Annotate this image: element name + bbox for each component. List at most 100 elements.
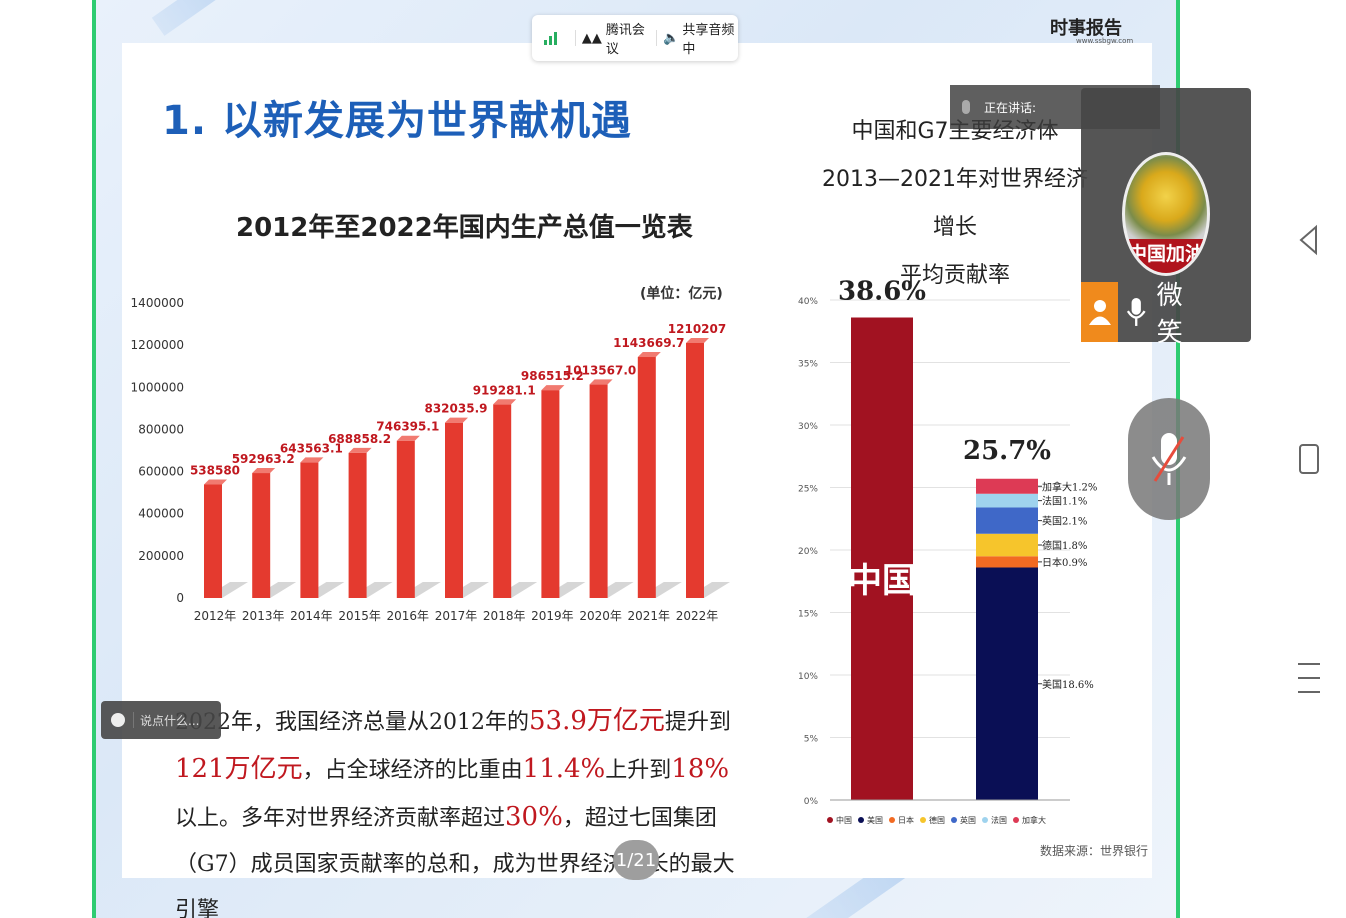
gdp-bar: [541, 390, 560, 598]
divider: [133, 712, 134, 728]
x-tick-label: 2018年: [483, 609, 526, 623]
participant-name: 微笑: [1156, 281, 1183, 348]
legend-swatch: [889, 817, 895, 823]
menu-nav-icon[interactable]: [1296, 660, 1322, 696]
g7-total-label: 25.7%: [963, 436, 1051, 466]
x-tick-label: 2012年: [194, 609, 237, 623]
highlight-value: 53.9万亿元: [528, 706, 665, 736]
legend-label: 中国: [836, 815, 852, 825]
x-tick-label: 2019年: [531, 609, 574, 623]
signal-icon: [544, 31, 557, 45]
bar-top: [204, 479, 227, 485]
gdp-value-label: 688858.2: [328, 432, 391, 446]
x-tick-label: 2014年: [290, 609, 333, 623]
body-text-part: ，占全球经济的比重由: [302, 758, 523, 783]
legend-swatch: [858, 817, 864, 823]
y-tick-label: 800000: [138, 422, 184, 436]
y-tick-label: 15%: [798, 610, 818, 620]
legend-swatch: [982, 817, 988, 823]
legend-swatch: [1013, 817, 1019, 823]
x-tick-label: 2020年: [579, 609, 622, 623]
mic-icon: [1127, 298, 1146, 326]
g7-segment-label: 美国18.6%: [1042, 678, 1094, 691]
gdp-value-label: 538580: [190, 464, 240, 478]
home-nav-icon[interactable]: [1296, 442, 1322, 476]
y-tick-label: 20%: [798, 547, 818, 557]
publisher-logo: 时事报告 www.ssbgw.com: [1050, 14, 1133, 45]
y-tick-label: 10%: [798, 672, 818, 682]
gdp-value-label: 1143669.7: [613, 336, 684, 350]
gdp-value-label: 832035.9: [424, 402, 487, 416]
gdp-value-label: 986515.2: [521, 369, 584, 383]
mic-off-icon: [1151, 433, 1187, 485]
body-text-part: 以上。多年对世界经济贡献率超过: [175, 806, 506, 831]
g7-stack-segment: [976, 507, 1038, 534]
china-bar-text: 中国: [848, 561, 916, 601]
legend-swatch: [827, 817, 833, 823]
speaker-audio-icon: 🔈: [663, 30, 680, 46]
legend-label: 德国: [929, 815, 945, 825]
speaking-label: 正在讲话:: [984, 100, 1037, 115]
slide-body-text: 2022年，我国经济总量从2012年的53.9万亿元提升到 121万亿元，占全球经…: [175, 698, 735, 918]
emoji-icon[interactable]: [111, 713, 125, 727]
g7-stack-segment: [976, 493, 1038, 508]
bar-top: [686, 337, 709, 343]
gdp-value-label: 1013567.0: [565, 363, 636, 377]
y-tick-label: 600000: [138, 465, 184, 479]
bar-top: [637, 352, 661, 358]
bar-top: [396, 435, 420, 441]
bar-top: [300, 457, 324, 463]
gdp-bar: [589, 384, 608, 598]
legend-swatch: [951, 817, 957, 823]
gdp-value-label: 1210207: [668, 322, 726, 336]
gdp-bar: [445, 422, 463, 598]
contribution-title-line-2: 2013—2021年对世界经济增长: [822, 167, 1088, 240]
china-value-label: 38.6%: [838, 277, 926, 307]
body-text-part: 2022年，我国经济总量从2012年的: [175, 710, 529, 735]
gdp-chart-title: 2012年至2022年国内生产总值一览表: [236, 213, 693, 243]
divider: [656, 30, 658, 46]
legend-label: 加拿大: [1022, 815, 1046, 825]
contribution-title-line-3: 平均贡献率: [899, 263, 1010, 288]
x-tick-label: 2013年: [242, 609, 285, 623]
body-text-part: 提升到: [664, 710, 731, 735]
legend-swatch: [920, 817, 926, 823]
highlight-value: 121万亿元: [175, 754, 303, 784]
audio-sharing-status: 共享音频中: [682, 23, 735, 57]
gdp-value-label: 746395.1: [376, 420, 439, 434]
comment-input[interactable]: 说点什么...: [101, 701, 221, 739]
y-tick-label: 0: [176, 591, 184, 605]
contribution-bar-chart: 0%5%10%15%20%25%30%35%40% 38.6%中国美国18.6%日…: [798, 277, 1097, 826]
tencent-meeting-icon: ▲▲: [581, 30, 602, 46]
y-tick-label: 1200000: [131, 338, 184, 352]
divider: [575, 30, 576, 46]
highlight-value: 30%: [505, 802, 563, 832]
y-tick-label: 1000000: [131, 380, 184, 394]
y-tick-label: 40%: [798, 297, 818, 307]
g7-stack-segment: [976, 556, 1038, 568]
g7-stack-segment: [976, 567, 1038, 800]
china-bar: [851, 317, 913, 800]
bar-top: [541, 385, 565, 391]
x-tick-label: 2015年: [338, 609, 381, 623]
gdp-bar: [300, 462, 319, 598]
bar-top: [493, 399, 517, 405]
x-tick-label: 2017年: [435, 609, 478, 623]
contribution-chart-title: 中国和G7主要经济体 2013—2021年对世界经济增长 平均贡献率: [820, 108, 1090, 300]
x-tick-label: 2021年: [628, 609, 671, 623]
bar-top: [252, 468, 276, 474]
logo-url: www.ssbgw.com: [1076, 37, 1134, 45]
participant-name-row: 微笑: [1081, 281, 1205, 348]
bar-top: [348, 447, 372, 453]
y-tick-label: 200000: [138, 549, 184, 563]
g7-segment-label: 德国1.8%: [1042, 539, 1087, 552]
y-tick-label: 25%: [798, 485, 818, 495]
bar-top: [589, 379, 613, 385]
x-tick-label: 2022年: [676, 609, 719, 623]
mute-mic-button[interactable]: [1128, 398, 1210, 520]
back-nav-icon[interactable]: [1296, 224, 1322, 256]
legend-label: 日本: [898, 815, 914, 825]
gdp-bar: [396, 440, 415, 598]
gdp-value-label: 919281.1: [473, 383, 536, 397]
meeting-status-bar[interactable]: ▲▲ 腾讯会议 🔈 共享音频中: [532, 15, 738, 61]
